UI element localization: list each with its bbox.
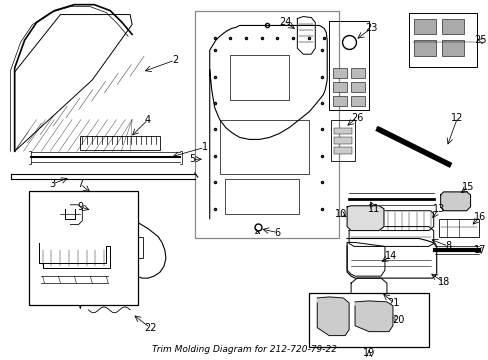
Bar xyxy=(332,68,346,78)
Text: 20: 20 xyxy=(392,315,404,325)
Text: 21: 21 xyxy=(387,298,399,308)
Text: 3: 3 xyxy=(49,179,56,189)
Bar xyxy=(333,138,351,144)
Bar xyxy=(413,18,435,35)
Text: 13: 13 xyxy=(432,204,444,214)
Bar xyxy=(441,40,463,56)
Bar xyxy=(332,96,346,106)
Bar xyxy=(408,13,475,67)
Bar xyxy=(80,136,160,150)
Text: 1: 1 xyxy=(201,142,207,152)
Text: 5: 5 xyxy=(188,154,195,164)
Bar xyxy=(229,55,289,100)
Text: 14: 14 xyxy=(384,251,396,261)
Text: 16: 16 xyxy=(473,212,486,222)
Bar xyxy=(308,293,428,347)
Text: 19: 19 xyxy=(362,348,374,359)
Text: 4: 4 xyxy=(144,114,151,125)
Polygon shape xyxy=(354,301,392,332)
Text: 11: 11 xyxy=(367,204,379,214)
Text: 9: 9 xyxy=(77,202,83,212)
Text: 8: 8 xyxy=(445,242,451,251)
Text: 22: 22 xyxy=(143,323,156,333)
Bar xyxy=(333,127,351,134)
Bar xyxy=(438,219,478,237)
Bar xyxy=(219,120,308,174)
Bar xyxy=(333,147,351,154)
Bar xyxy=(330,120,354,161)
Text: 10: 10 xyxy=(334,209,346,219)
Text: 7: 7 xyxy=(77,179,83,189)
Text: 24: 24 xyxy=(279,18,291,27)
Bar xyxy=(350,82,364,92)
Bar xyxy=(328,21,368,110)
Bar xyxy=(105,266,135,284)
Text: 2: 2 xyxy=(171,55,178,65)
Text: 17: 17 xyxy=(473,246,486,255)
Bar xyxy=(413,40,435,56)
Bar xyxy=(105,237,143,258)
Polygon shape xyxy=(346,206,383,230)
Text: Trim Molding Diagram for 212-720-79-22: Trim Molding Diagram for 212-720-79-22 xyxy=(151,345,336,354)
Bar xyxy=(350,96,364,106)
Text: 23: 23 xyxy=(364,23,376,33)
Text: 6: 6 xyxy=(274,228,280,238)
Polygon shape xyxy=(317,297,348,336)
Text: 26: 26 xyxy=(350,113,363,123)
Bar xyxy=(224,179,299,214)
Bar xyxy=(441,18,463,35)
Bar xyxy=(194,10,339,238)
Bar xyxy=(332,82,346,92)
Text: 15: 15 xyxy=(462,182,474,192)
Text: 25: 25 xyxy=(473,35,486,45)
Bar xyxy=(28,191,138,305)
Text: 12: 12 xyxy=(450,113,463,123)
Polygon shape xyxy=(440,192,469,211)
Text: 18: 18 xyxy=(437,277,449,287)
Bar xyxy=(350,68,364,78)
